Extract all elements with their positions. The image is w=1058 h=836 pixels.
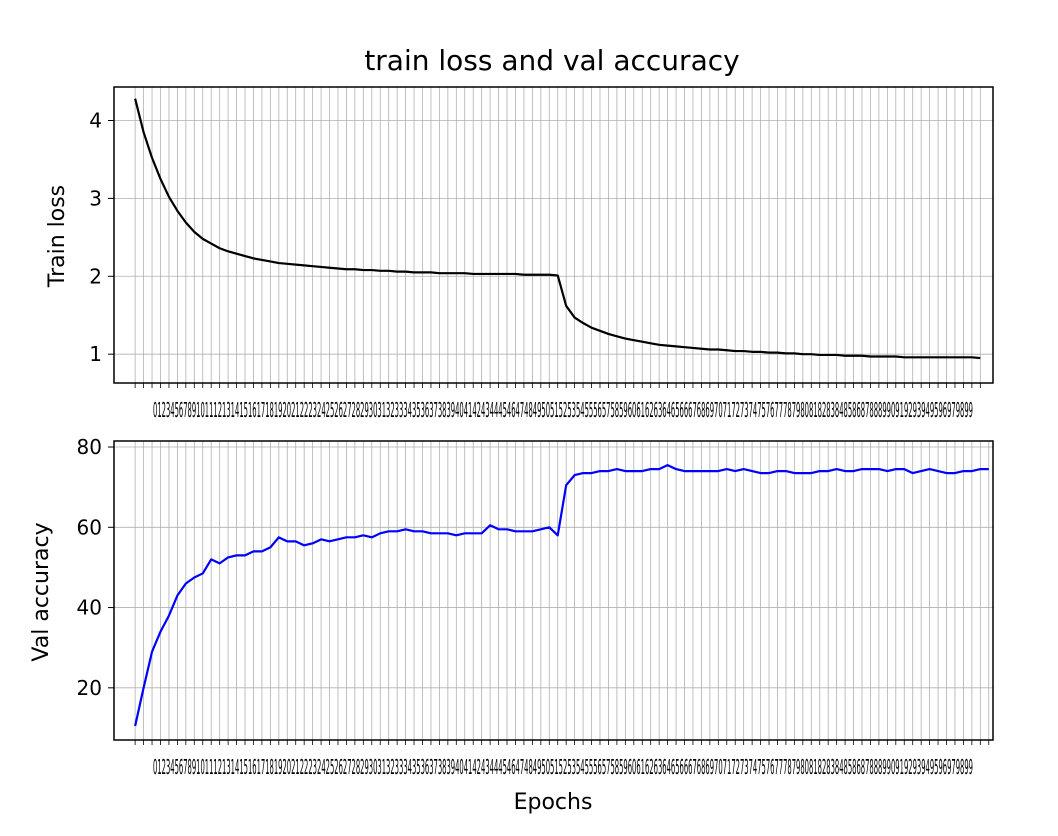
train-loss-y-tick-label: 3: [89, 186, 102, 210]
x-axis-label: Epochs: [514, 790, 593, 815]
train-loss-y-ticks: 1 2 3 4: [89, 108, 114, 366]
train-loss-x-tick-labels: 0123456789101112131415161718192021222324…: [153, 398, 973, 422]
train-loss-y-tick-label: 1: [89, 342, 102, 366]
val-accuracy-axes: 20 40 60 80 0123456789101112131415161718192…: [29, 435, 994, 815]
val-accuracy-y-tick-label: 40: [77, 596, 102, 620]
val-accuracy-y-label: Val accuracy: [29, 522, 54, 661]
chart-title: train loss and val accuracy: [364, 44, 739, 77]
val-accuracy-axes-frame: [113, 440, 994, 741]
val-accuracy-series: [134, 463, 989, 727]
train-loss-y-tick-label: 4: [89, 108, 102, 132]
val-accuracy-line: [134, 463, 989, 727]
val-accuracy-y-tick-label: 20: [77, 676, 102, 700]
train-loss-axes-frame: [113, 86, 994, 384]
train-loss-line: [134, 98, 981, 360]
val-accuracy-grid: [114, 441, 993, 745]
val-accuracy-y-tick-label: 80: [77, 435, 102, 459]
train-loss-y-tick-label: 2: [89, 264, 102, 288]
val-accuracy-y-tick-label: 60: [77, 515, 102, 539]
train-loss-series: [134, 98, 981, 360]
train-loss-axes: 1 2 3 4 01234567891011121314151617181920212…: [45, 86, 994, 422]
val-accuracy-y-ticks: 20 40 60 80: [77, 435, 114, 700]
val-accuracy-x-tick-labels: 0123456789101112131415161718192021222324…: [153, 755, 973, 779]
train-loss-y-label: Train loss: [45, 185, 70, 288]
train-loss-grid: [114, 87, 993, 388]
